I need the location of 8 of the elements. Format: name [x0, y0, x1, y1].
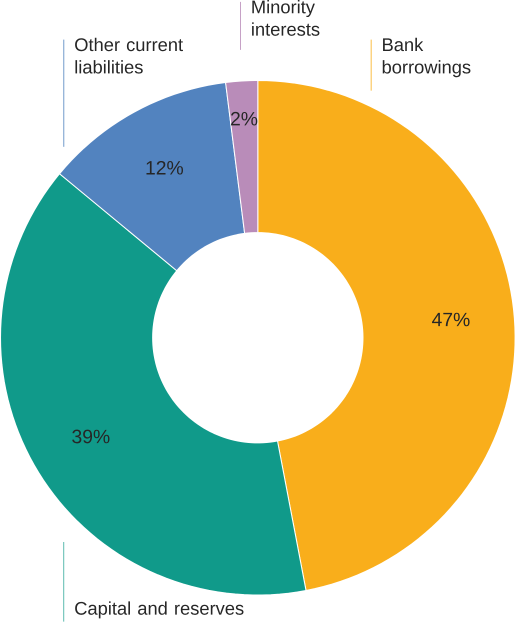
slice-label: Minority interests: [252, 0, 320, 36]
slice-label: Capital and reserves: [75, 601, 244, 618]
data-label: 12%: [146, 160, 184, 175]
data-label: 2%: [231, 112, 258, 126]
slice-label: Bank borrowings: [382, 38, 471, 78]
slice-label: Other current liabilities: [75, 38, 184, 74]
data-label: 47%: [432, 312, 470, 326]
data-label: 39%: [72, 430, 110, 444]
